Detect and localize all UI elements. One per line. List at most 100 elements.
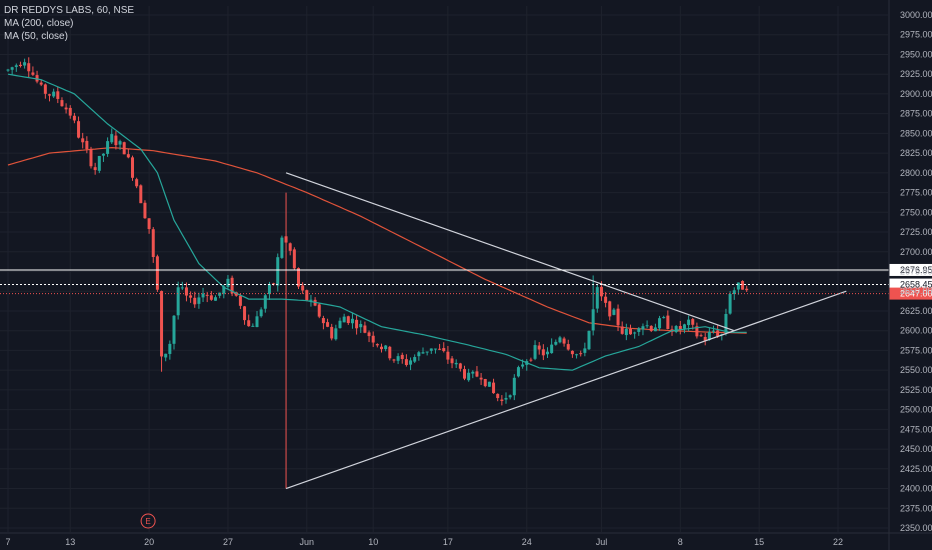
price-tick-label: 2400.00 [900, 484, 932, 494]
trendline-descending[interactable] [285, 172, 735, 332]
ma50-legend[interactable]: MA (50, close) [4, 31, 68, 42]
candle-body [388, 346, 392, 359]
candle-body [666, 315, 670, 329]
candle-body [732, 290, 736, 294]
candle-body [334, 328, 338, 340]
candle-body [251, 325, 255, 327]
candle-body [662, 317, 666, 319]
candle-body [172, 315, 176, 344]
candle-body [533, 345, 537, 359]
candle-body [396, 356, 400, 361]
candle-body [682, 324, 686, 329]
candle-body [205, 294, 209, 296]
candle-body [226, 278, 230, 287]
trendlines-layer[interactable] [285, 172, 847, 490]
time-tick-label: 17 [443, 537, 453, 547]
candle-body [380, 346, 383, 350]
candle-body [209, 295, 213, 300]
candle-body [541, 349, 545, 356]
candle-body [147, 218, 151, 230]
time-tick-label: 8 [678, 537, 683, 547]
candle-body [566, 344, 570, 350]
candle-body [238, 295, 242, 306]
candle-body [263, 295, 267, 309]
candle-body [554, 341, 558, 345]
price-tick-label: 2525.00 [900, 385, 932, 395]
candle-body [695, 326, 699, 337]
candle-body [10, 67, 14, 70]
candle-body [6, 69, 10, 71]
candle-body [400, 354, 404, 360]
candle-body [267, 284, 271, 295]
earnings-icon[interactable] [140, 513, 156, 529]
candle-body [384, 345, 388, 350]
candle-body [193, 297, 197, 305]
candle-body [707, 332, 711, 340]
price-tick-label: 2750.00 [900, 207, 932, 217]
time-tick-label: 24 [522, 537, 532, 547]
candle-body [330, 326, 334, 339]
candle-body [512, 377, 516, 396]
candle-body [641, 326, 645, 330]
candle-body [189, 295, 193, 298]
ma200-legend[interactable]: MA (200, close) [4, 18, 74, 29]
candle-body [60, 100, 64, 107]
candle-body [284, 236, 288, 243]
candle-body [317, 304, 321, 317]
time-tick-label: 22 [833, 537, 843, 547]
candle-body [363, 325, 367, 333]
candle-body [77, 121, 81, 138]
level-price-tag [889, 263, 932, 276]
price-tick-label: 2350.00 [900, 523, 932, 533]
candle-body [367, 332, 371, 337]
candle-body [110, 134, 114, 143]
candle-body [114, 135, 118, 146]
price-tick-label: 2775.00 [900, 188, 932, 198]
trendline-ascending[interactable] [285, 290, 847, 490]
candle-body [741, 281, 745, 290]
candle-body [259, 309, 263, 317]
candle-body [454, 362, 458, 365]
candle-body [550, 344, 554, 354]
candle-body [492, 382, 496, 394]
price-tick-label: 2375.00 [900, 503, 932, 513]
candle-body [18, 64, 22, 67]
candle-body [81, 138, 85, 143]
candle-body [93, 167, 97, 171]
time-tick-label: 7 [5, 537, 10, 547]
chart-title: DR REDDYS LABS, 60, NSE [4, 5, 135, 16]
candle-body [85, 140, 89, 150]
earnings-event-marker[interactable]: E [140, 513, 156, 529]
time-tick-label: 15 [754, 537, 764, 547]
candle-body [653, 327, 657, 332]
candle-body [421, 352, 425, 354]
level-price-tag [889, 278, 932, 291]
ma50-line [7, 73, 747, 371]
level-price-label: 2647.00 [900, 289, 932, 299]
time-tick-label: Jul [596, 537, 608, 547]
candles-layer [6, 57, 749, 489]
candle-body [197, 297, 201, 304]
candle-body [184, 287, 188, 296]
candle-body [471, 371, 475, 374]
candle-body [450, 358, 454, 364]
candle-body [14, 65, 18, 67]
candle-body [558, 337, 562, 343]
candle-body [338, 320, 342, 329]
candle-body [604, 296, 608, 303]
candle-body [89, 148, 93, 167]
candle-body [479, 377, 483, 380]
candle-body [463, 369, 466, 379]
candle-body [521, 364, 525, 367]
candle-body [595, 287, 599, 309]
candle-body [678, 326, 682, 330]
time-axis[interactable]: 7 13 20 27 Jun 10 17 24 Jul 8 15 22 [5, 537, 843, 547]
price-tick-label: 2700.00 [900, 247, 932, 257]
candle-body [56, 91, 60, 99]
candle-body [496, 393, 500, 399]
candle-body [155, 256, 159, 290]
